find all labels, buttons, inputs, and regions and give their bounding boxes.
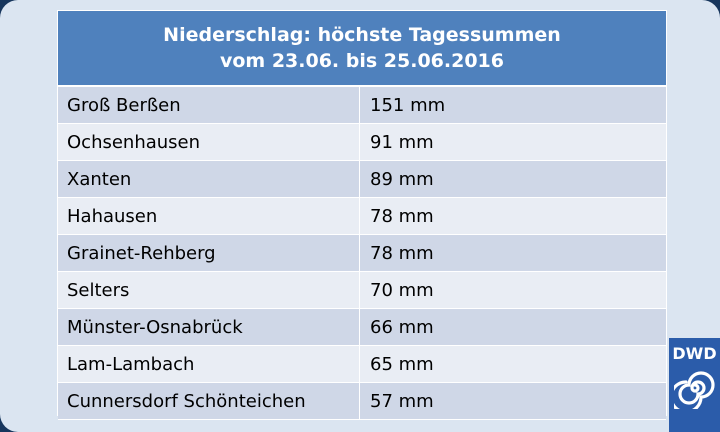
value-cell: 78 mm xyxy=(370,242,434,264)
table-row: Lam-Lambach 65 mm xyxy=(58,346,666,383)
value-cell: 78 mm xyxy=(370,205,434,227)
dwd-logo: DWD xyxy=(669,338,720,432)
station-cell: Selters xyxy=(58,272,360,308)
value-cell: 66 mm xyxy=(370,316,434,338)
table-header: Niederschlag: höchste Tagessummen vom 23… xyxy=(58,11,666,87)
table-title-line2: vom 23.06. bis 25.06.2016 xyxy=(219,50,505,72)
station-cell: Xanten xyxy=(58,161,360,197)
station-cell: Lam-Lambach xyxy=(58,346,360,382)
station-cell: Grainet-Rehberg xyxy=(58,235,360,271)
table-row: Xanten 89 mm xyxy=(58,161,666,198)
value-cell: 57 mm xyxy=(370,390,434,412)
table-title-line1: Niederschlag: höchste Tagessummen xyxy=(163,24,561,46)
value-cell: 151 mm xyxy=(370,94,446,116)
precipitation-table: Niederschlag: höchste Tagessummen vom 23… xyxy=(57,10,667,420)
table-row: Selters 70 mm xyxy=(58,272,666,309)
dwd-logo-text: DWD xyxy=(672,344,717,363)
station-cell: Groß Berßen xyxy=(58,87,360,123)
table-row: Grainet-Rehberg 78 mm xyxy=(58,235,666,272)
table-row: Münster-Osnabrück 66 mm xyxy=(58,309,666,346)
station-cell: Hahausen xyxy=(58,198,360,234)
station-cell: Münster-Osnabrück xyxy=(58,309,360,345)
value-cell: 91 mm xyxy=(370,131,434,153)
value-cell: 89 mm xyxy=(370,168,434,190)
spiral-swirl-icon xyxy=(673,371,715,409)
station-cell: Cunnersdorf Schönteichen xyxy=(58,383,360,419)
table-row: Groß Berßen 151 mm xyxy=(58,87,666,124)
table-row: Cunnersdorf Schönteichen 57 mm xyxy=(58,383,666,420)
value-cell: 70 mm xyxy=(370,279,434,301)
station-cell: Ochsenhausen xyxy=(58,124,360,160)
value-cell: 65 mm xyxy=(370,353,434,375)
table-body: Groß Berßen 151 mm Ochsenhausen 91 mm Xa… xyxy=(58,87,666,420)
table-row: Hahausen 78 mm xyxy=(58,198,666,235)
table-row: Ochsenhausen 91 mm xyxy=(58,124,666,161)
